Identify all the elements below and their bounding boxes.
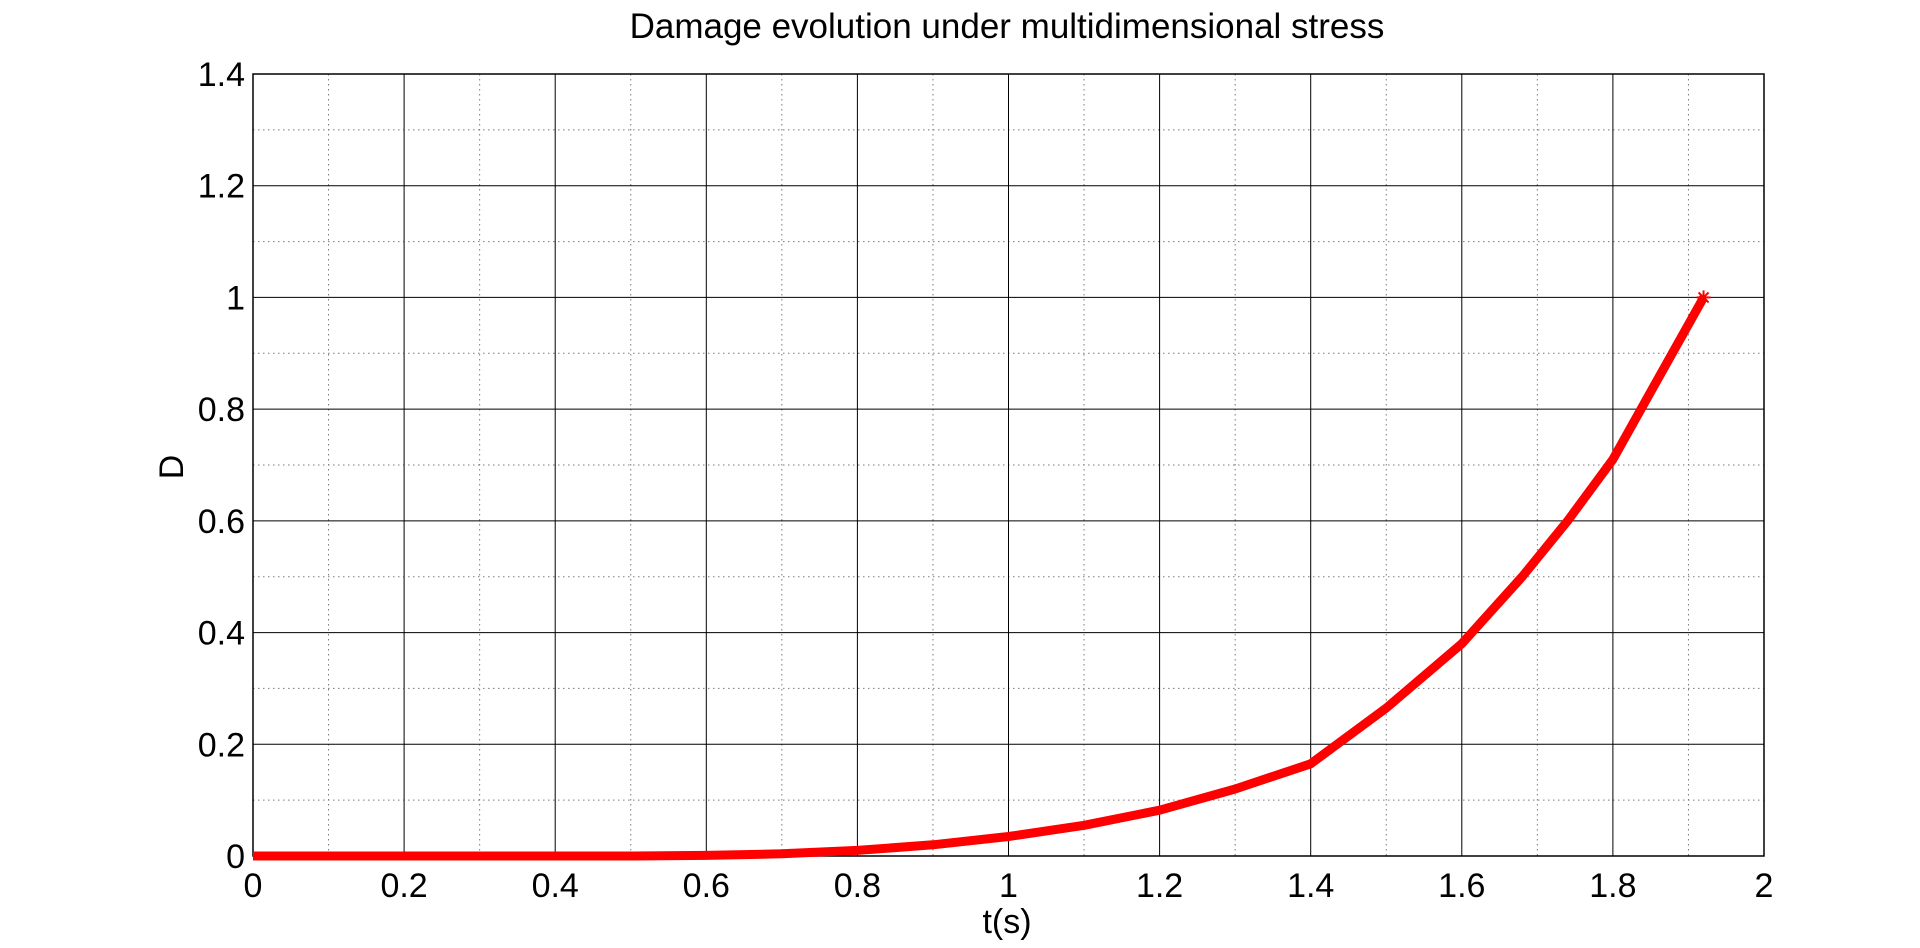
x-tick-label: 0.4 [532,867,579,905]
x-tick-label: 2 [1755,867,1774,905]
marker-stroke [1697,291,1710,304]
y-tick-label: 1.4 [198,56,245,94]
y-tick-label: 1.2 [198,168,245,206]
y-tick-label: 0 [226,838,245,876]
series-layer [253,290,1711,861]
x-tick-label: 1.8 [1589,867,1636,905]
x-tick-label: 0.2 [380,867,427,905]
series-end-marker [1696,290,1711,305]
x-tick-label: 1.6 [1438,867,1485,905]
y-axis-label: D [153,455,191,480]
x-tick-label: 0 [244,867,263,905]
y-tick-label: 0.6 [198,503,245,541]
major-grid [252,73,1765,857]
x-tick-label: 0.6 [683,867,730,905]
damage-series-line [253,295,1708,861]
x-tick-label: 0.8 [834,867,881,905]
x-tick-label: 1 [999,867,1018,905]
plot-area-frame [252,73,1765,857]
y-tick-label: 0.8 [198,391,245,429]
y-tick-label: 0.2 [198,726,245,764]
x-axis-ticks: 0 0.2 0.4 0.6 0.8 1 1.2 1.4 1.6 1.8 2 [244,867,1774,905]
x-axis-label: t(s) [982,903,1031,941]
x-tick-label: 1.4 [1287,867,1334,905]
y-tick-label: 0.4 [198,615,245,653]
chart-title: Damage evolution under multidimensional … [630,7,1385,46]
x-tick-label: 1.2 [1136,867,1183,905]
y-tick-label: 1 [226,279,245,317]
y-axis-ticks: 0 0.2 0.4 0.6 0.8 1 1.2 1.4 [198,56,245,876]
